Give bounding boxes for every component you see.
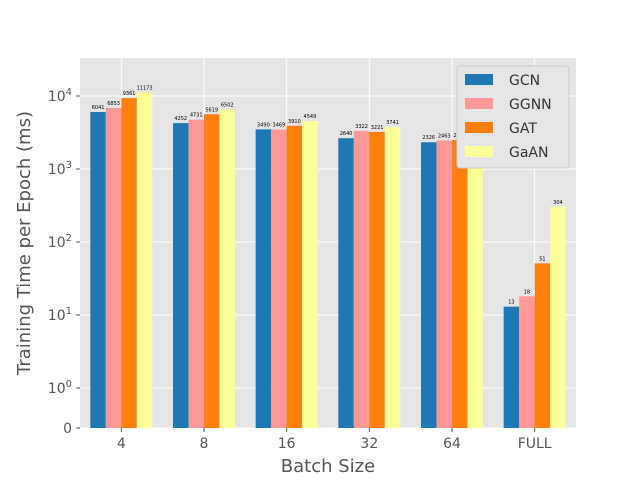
data-label: 4549 (304, 114, 317, 120)
legend-swatch-ggnn (465, 98, 493, 109)
y-tick-base: 10 (48, 381, 66, 397)
bar-gat-64 (452, 139, 468, 429)
legend-label-gaan: GaAN (509, 145, 548, 161)
x-tick-label: 64 (443, 436, 461, 452)
bar-gcn-64 (421, 142, 437, 428)
y-tick-base: 10 (48, 89, 66, 105)
data-label: 6502 (221, 103, 234, 109)
bar-gat-4 (121, 98, 137, 428)
legend-swatch-gaan (465, 146, 493, 157)
y-tick-exponent: 2 (66, 233, 72, 244)
bar-gaan-32 (384, 127, 401, 428)
data-label: 3469 (273, 123, 286, 129)
bar-gat-full (534, 263, 551, 428)
x-tick-label: 32 (360, 436, 378, 452)
bars (90, 92, 566, 429)
data-label: 13 (508, 300, 514, 306)
y-tick-base: 0 (63, 421, 72, 437)
y-tick-label: 104 (48, 87, 72, 105)
data-label: 3322 (355, 124, 368, 130)
data-label: 3490 (257, 122, 270, 128)
bar-gcn-4 (90, 111, 106, 428)
bar-ggnn-full (519, 296, 535, 428)
bar-gat-16 (286, 125, 303, 429)
data-label: 6041 (92, 105, 105, 111)
bar-gaan-4 (136, 92, 153, 428)
bar-gcn-8 (173, 123, 189, 428)
legend-swatch-gcn (465, 74, 493, 85)
x-tick-label: 16 (278, 436, 296, 452)
y-tick-base: 10 (48, 235, 66, 251)
x-tick-label: 4 (117, 436, 126, 452)
data-label: 4731 (190, 113, 203, 119)
data-label: 3741 (386, 120, 399, 126)
y-tick-exponent: 4 (66, 87, 72, 98)
y-tick-exponent: 1 (66, 306, 72, 317)
y-tick-label: 100 (48, 379, 72, 397)
bar-ggnn-16 (271, 129, 287, 429)
data-label: 2640 (340, 131, 353, 137)
x-axis-ticks: 4 8 16 32 64 FULL (117, 428, 552, 452)
bar-gaan-8 (219, 109, 235, 428)
data-label: 3910 (288, 119, 301, 125)
bar-ggnn-4 (105, 107, 122, 428)
bar-ggnn-64 (436, 140, 452, 428)
x-tick-label: 8 (200, 436, 209, 452)
data-label: 304 (553, 200, 563, 206)
bar-gaan-full (550, 206, 566, 428)
data-label: 11173 (137, 85, 153, 91)
bar-gaan-64 (467, 133, 483, 428)
data-label: 3221 (371, 125, 384, 131)
y-tick-exponent: 0 (66, 379, 72, 390)
data-label: 4252 (174, 116, 187, 122)
data-label: 5619 (205, 107, 218, 113)
legend-box (456, 65, 570, 169)
legend-label-ggnn: GGNN (509, 97, 552, 113)
legend-swatch-gat (465, 122, 493, 133)
y-tick-label: 103 (48, 160, 72, 178)
bar-gat-8 (204, 114, 220, 428)
bar-gat-32 (369, 131, 385, 428)
data-label: 9361 (123, 91, 136, 97)
bar-gcn-32 (338, 138, 354, 429)
data-label: 2463 (438, 133, 451, 139)
legend-label-gat: GAT (509, 121, 537, 137)
data-label: 6853 (107, 101, 120, 107)
data-label: 18 (524, 289, 530, 295)
x-axis-label: Batch Size (281, 456, 375, 477)
y-tick-exponent: 3 (66, 160, 72, 171)
y-tick-label: 101 (48, 306, 72, 324)
legend-label-gcn: GCN (509, 73, 540, 89)
x-tick-label: FULL (518, 436, 552, 452)
data-label: 2326 (422, 135, 435, 141)
y-tick-base: 10 (48, 162, 66, 178)
bar-ggnn-8 (188, 119, 204, 429)
bar-ggnn-32 (353, 130, 370, 429)
y-tick-base: 10 (48, 308, 66, 324)
y-axis-label: Training Time per Epoch (ms) (14, 111, 35, 376)
bar-gaan-16 (302, 120, 318, 428)
bar-gcn-full (503, 306, 520, 428)
data-label: 51 (539, 256, 545, 262)
y-tick-label: 102 (48, 233, 72, 251)
legend: GCN GGNN GAT GaAN (456, 65, 570, 169)
bar-gcn-16 (255, 129, 272, 428)
y-tick-label: 0 (63, 421, 72, 437)
